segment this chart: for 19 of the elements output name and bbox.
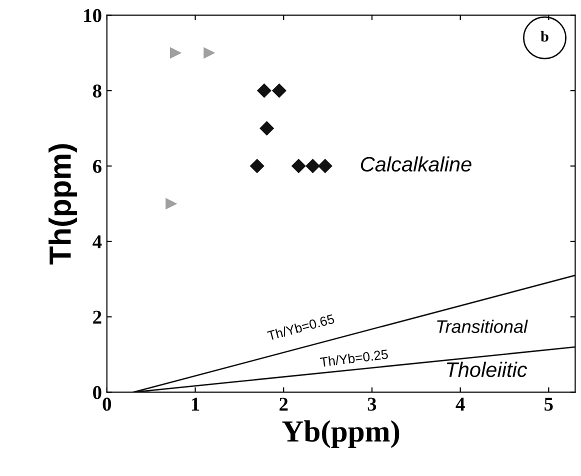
x-tick-label: 1: [192, 398, 200, 411]
annotation: Transitional: [437, 320, 528, 333]
y-axis-title: Th(ppm): [48, 144, 78, 264]
y-tick-label: 0: [93, 386, 102, 400]
y-tick-label: 2: [93, 310, 102, 324]
x-tick-label: 4: [456, 398, 465, 411]
x-tick-label: 3: [368, 398, 376, 411]
x-axis-title: Yb(ppm): [282, 420, 400, 448]
annotation: b: [540, 30, 548, 42]
y-tick-label: 6: [92, 160, 102, 173]
x-tick-label: 0: [102, 398, 112, 411]
x-tick-label: 5: [544, 398, 553, 411]
y-tick-label: 4: [92, 235, 102, 248]
x-tick-label: 2: [280, 398, 288, 411]
annotation: Calcalkaline: [360, 156, 472, 172]
annotation: Tholeiitic: [446, 362, 528, 378]
y-tick-label: 10: [84, 9, 102, 22]
annotation: Th/Yb=0.25: [320, 349, 388, 367]
y-tick-label: 8: [92, 84, 102, 98]
